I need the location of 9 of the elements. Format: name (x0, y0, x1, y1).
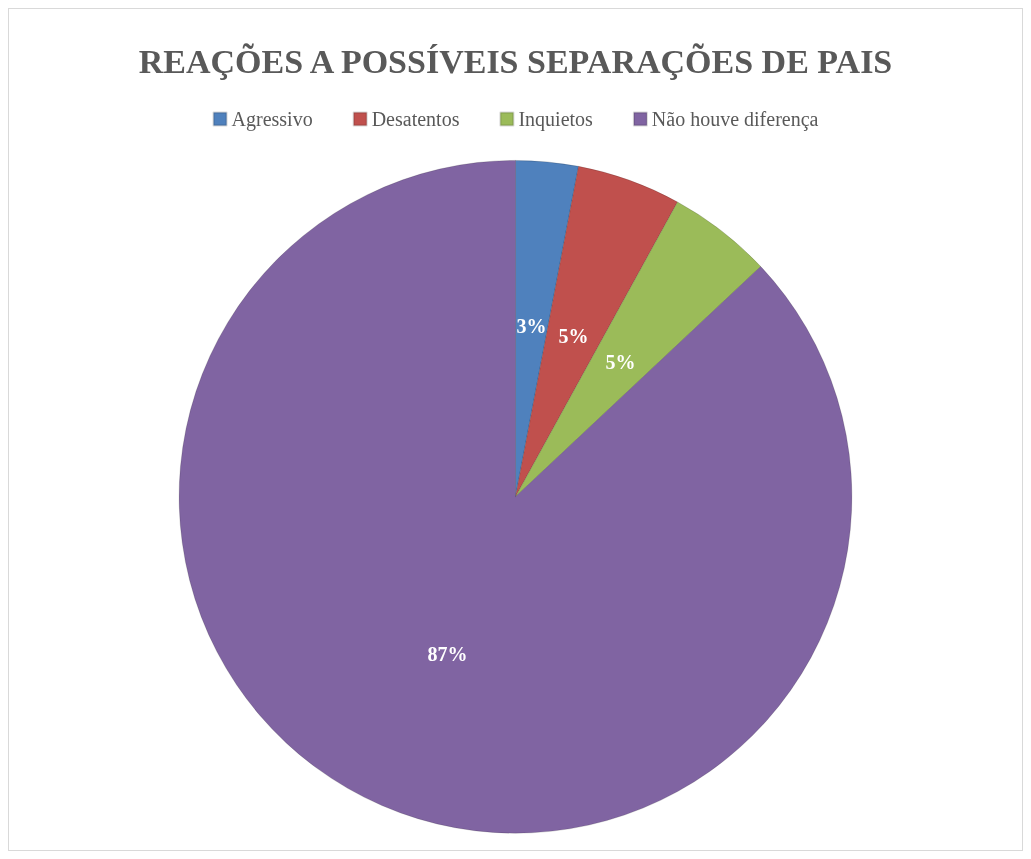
data-label: 5% (558, 324, 589, 347)
legend-label: Desatentos (371, 108, 460, 130)
legend-label: Não houve diferença (651, 108, 819, 131)
data-label: 87% (427, 642, 468, 665)
chart-title: REAÇÕES A POSSÍVEIS SEPARAÇÕES DE PAIS (138, 42, 893, 80)
legend-label: Inquietos (518, 108, 594, 131)
data-label: 5% (605, 350, 636, 373)
legend-label: Agressivo (231, 108, 313, 131)
data-label: 3% (516, 315, 547, 338)
